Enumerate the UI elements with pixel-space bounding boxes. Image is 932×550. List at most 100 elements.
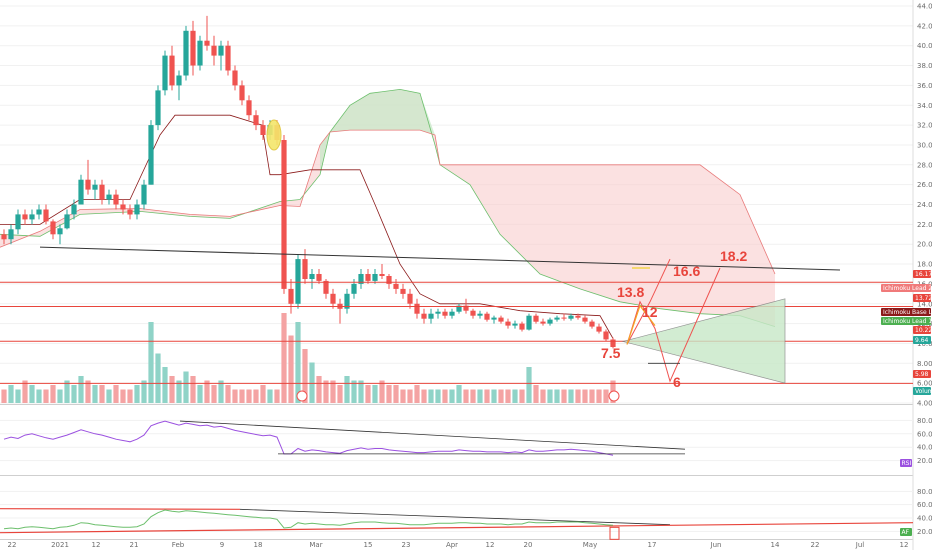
volume-bar	[120, 389, 126, 403]
time-tick-label: 9	[220, 541, 224, 549]
candle-body	[316, 274, 322, 281]
af-tick-label: 80.00	[917, 488, 932, 496]
volume-bar	[603, 389, 609, 403]
volume-bar	[372, 385, 378, 403]
rsi-tick-label: 60.00	[917, 430, 932, 438]
candle-body	[232, 70, 238, 86]
price-tick-label: 6.00	[917, 380, 932, 388]
candle-body	[393, 283, 399, 289]
price-tag-bg	[913, 326, 931, 334]
price-tick-label: 38.00	[917, 62, 932, 70]
price-tag-label: Ichimoku Lead 2	[883, 285, 932, 292]
annotation-label: 7.5	[601, 345, 621, 361]
volume-bar	[589, 389, 595, 403]
time-tick-label: 17	[648, 541, 657, 549]
candle-body	[225, 45, 231, 71]
trendline	[39, 246, 841, 271]
volume-bar	[484, 389, 490, 403]
candle-body	[358, 274, 364, 284]
indicator-tag-bg	[900, 459, 912, 467]
volume-bar	[505, 389, 511, 403]
candle-body	[29, 214, 35, 220]
price-tick-label: 40.00	[917, 42, 932, 50]
volume-bar	[204, 380, 210, 403]
candle-body	[155, 90, 161, 126]
time-tick-label: 12	[900, 541, 909, 549]
candle-body	[246, 100, 252, 116]
price-tag-label: Volume	[915, 388, 932, 395]
candle-body	[120, 204, 126, 210]
candle-body	[218, 45, 224, 56]
rsi-pane	[0, 419, 913, 462]
price-tag-bg	[913, 387, 931, 395]
time-tick-label: May	[583, 541, 597, 549]
time-tick-label: 21	[130, 541, 139, 549]
time-tick-label: Mar	[309, 541, 322, 549]
volume-bar	[512, 389, 518, 403]
candle-body	[176, 75, 182, 86]
price-tag-label: 10.22	[915, 327, 932, 334]
candle-body	[113, 194, 119, 205]
volume-bar	[78, 376, 84, 403]
volume-bar	[428, 389, 434, 403]
candle-body	[323, 280, 329, 294]
candle-body	[183, 30, 189, 76]
time-tick-label: Jul	[855, 541, 865, 549]
candle-body	[1, 234, 7, 240]
volume-bars	[1, 313, 616, 403]
candle-body	[148, 125, 154, 185]
volume-bar	[43, 389, 49, 403]
volume-bar	[330, 380, 336, 403]
af-highlight-box	[609, 526, 620, 540]
volume-bar	[8, 385, 14, 403]
candle-body	[519, 323, 525, 330]
projection-path-up	[626, 258, 671, 345]
volume-bar	[540, 389, 546, 403]
candle-body	[526, 315, 532, 330]
candle-body	[386, 276, 392, 284]
volume-bar	[106, 389, 112, 403]
candle-body	[596, 326, 602, 332]
volume-bar	[50, 385, 56, 403]
indicator-tag-bg	[900, 528, 912, 536]
time-tick-label: 2021	[51, 541, 69, 549]
volume-bar	[127, 389, 133, 403]
volume-bar	[561, 389, 567, 403]
volume-bar	[491, 389, 497, 403]
price-tick-label: 20.00	[917, 241, 932, 249]
price-tag-bg	[913, 270, 931, 278]
volume-bar	[414, 385, 420, 403]
volume-bar	[309, 362, 315, 403]
ichimoku-lead-1	[0, 88, 776, 327]
volume-bar	[92, 385, 98, 403]
volume-bar	[358, 380, 364, 403]
price-tag-label: 9.64	[915, 337, 929, 344]
candle-body	[330, 293, 336, 304]
candle-body	[295, 259, 301, 304]
volume-bar	[519, 389, 525, 403]
candle-body	[589, 321, 595, 327]
candle-body	[484, 313, 490, 320]
candle-body	[92, 184, 98, 190]
price-tags[interactable]: 16.17 Ichimoku Lead 2 13.72 Ichimoku Base L…	[881, 270, 932, 536]
af-support-line	[0, 522, 914, 534]
volume-bar	[71, 385, 77, 403]
price-tag-label: 16.17	[915, 271, 932, 278]
annotation-label: 16.6	[673, 263, 700, 279]
candle-body	[309, 274, 315, 279]
time-axis: 22 2021 12 21 Feb 9 18 Mar 15 23 Apr 12 20 May 17 Jun 14…	[8, 541, 909, 549]
volume-bar	[337, 385, 343, 403]
volume-bar	[99, 385, 105, 403]
projection-path-orange	[626, 304, 656, 345]
time-tick-label: Jun	[710, 541, 722, 549]
cloud-area-bullish	[320, 89, 435, 175]
volume-bar	[463, 389, 469, 403]
price-tick-label: 4.00	[917, 400, 932, 408]
candle-body	[610, 339, 616, 347]
volume-bar	[477, 389, 483, 403]
price-tick-label: 26.00	[917, 181, 932, 189]
price-tag-bg	[913, 370, 931, 378]
price-tick-label: 22.00	[917, 221, 932, 229]
volume-bar	[260, 385, 266, 403]
